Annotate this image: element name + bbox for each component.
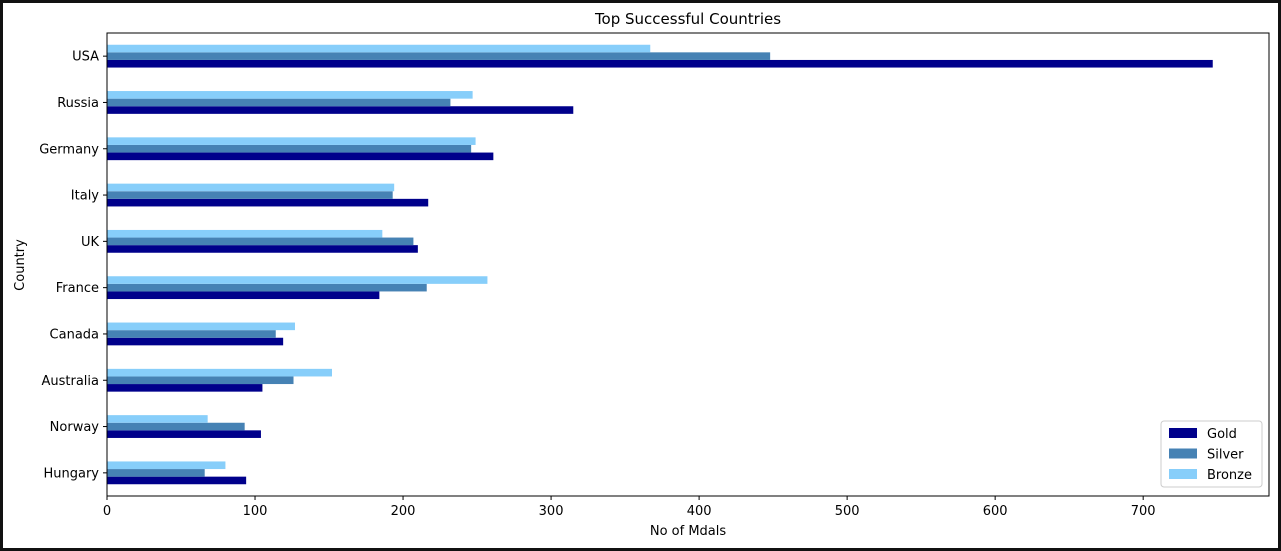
legend-swatch-silver bbox=[1169, 448, 1197, 459]
bar-silver-usa bbox=[107, 52, 771, 60]
y-tick-label: Australia bbox=[41, 374, 99, 389]
y-ticks-group: USA Russia Germany Italy UK France Canada Austr… bbox=[39, 50, 107, 481]
y-tick-label: Italy bbox=[71, 189, 100, 204]
bars-group bbox=[107, 44, 1213, 485]
bar-bronze-usa bbox=[107, 44, 651, 53]
y-tick-label: USA bbox=[72, 50, 99, 65]
x-tick-label: 200 bbox=[391, 504, 416, 519]
y-tick-label: France bbox=[56, 281, 99, 296]
bar-gold-norway bbox=[107, 430, 261, 438]
x-ticks-group: 0 100 200 300 400 500 600 700 bbox=[103, 496, 1156, 519]
y-tick-label: Germany bbox=[39, 142, 99, 157]
x-tick-label: 600 bbox=[983, 504, 1008, 519]
bar-silver-hungary bbox=[107, 469, 205, 477]
plot-area-frame bbox=[106, 32, 1270, 497]
legend: Gold Silver Bronze bbox=[1160, 420, 1263, 488]
bar-bronze-france bbox=[107, 276, 488, 284]
y-tick-label: Russia bbox=[57, 96, 99, 111]
x-tick-label: 700 bbox=[1131, 504, 1156, 519]
bar-silver-australia bbox=[107, 376, 294, 385]
x-axis-title: No of Mdals bbox=[650, 524, 727, 539]
bar-bronze-uk bbox=[107, 229, 383, 238]
x-tick-label: 0 bbox=[103, 504, 111, 519]
bar-gold-france bbox=[107, 291, 380, 300]
bar-bronze-germany bbox=[107, 137, 476, 145]
bar-bronze-italy bbox=[107, 183, 395, 192]
y-axis-title: Country bbox=[13, 239, 28, 291]
legend-swatch-bronze bbox=[1169, 469, 1197, 479]
bar-gold-australia bbox=[107, 384, 263, 392]
bar-gold-usa bbox=[107, 59, 1213, 68]
x-tick-label: 100 bbox=[243, 504, 268, 519]
legend-swatch-gold bbox=[1169, 428, 1197, 438]
bar-gold-italy bbox=[107, 198, 429, 207]
bar-bronze-hungary bbox=[107, 461, 226, 470]
bar-silver-france bbox=[107, 283, 427, 292]
bar-silver-uk bbox=[107, 237, 414, 246]
legend-label-bronze: Bronze bbox=[1207, 468, 1252, 483]
bar-gold-russia bbox=[107, 106, 574, 114]
bar-gold-canada bbox=[107, 337, 284, 346]
x-tick-label: 500 bbox=[835, 504, 860, 519]
bar-gold-germany bbox=[107, 152, 494, 161]
legend-label-silver: Silver bbox=[1207, 448, 1244, 463]
bar-silver-norway bbox=[107, 422, 245, 431]
bar-bronze-canada bbox=[107, 322, 295, 331]
y-tick-label: UK bbox=[81, 235, 100, 250]
bar-gold-uk bbox=[107, 245, 418, 253]
bar-silver-canada bbox=[107, 330, 276, 338]
chart-title: Top Successful Countries bbox=[594, 10, 781, 28]
y-tick-label: Norway bbox=[50, 420, 100, 435]
bar-silver-russia bbox=[107, 98, 451, 107]
bar-bronze-russia bbox=[107, 91, 473, 99]
y-tick-label: Hungary bbox=[43, 466, 99, 481]
x-tick-label: 400 bbox=[687, 504, 712, 519]
y-tick-label: Canada bbox=[50, 327, 99, 342]
bar-gold-hungary bbox=[107, 476, 247, 485]
legend-label-gold: Gold bbox=[1207, 427, 1237, 442]
bar-silver-germany bbox=[107, 144, 472, 153]
bar-bronze-australia bbox=[107, 368, 332, 377]
x-tick-label: 300 bbox=[539, 504, 564, 519]
bar-silver-italy bbox=[107, 191, 393, 199]
bar-bronze-norway bbox=[107, 415, 208, 423]
